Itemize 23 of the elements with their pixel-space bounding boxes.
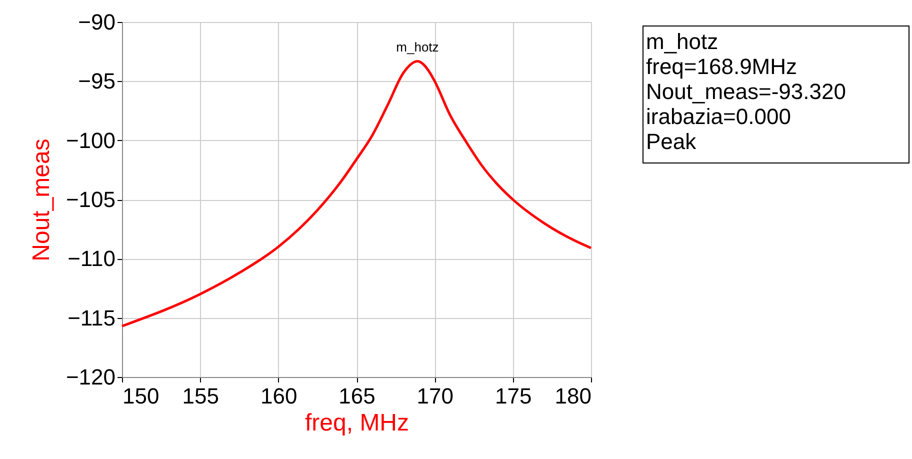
y-tick-label: −90 [78, 10, 116, 34]
x-tick-label: 155 [182, 384, 220, 408]
y-axis-title: Nout_meas [28, 138, 55, 262]
x-tick-label: 150 [122, 384, 160, 408]
line-series [120, 60, 592, 328]
x-tick-label: 180 [554, 384, 592, 408]
text: m_hotz [646, 29, 718, 54]
text: freq=168.9MHz [646, 54, 798, 79]
x-tick-label: 175 [494, 384, 532, 408]
y-tick-label: −120 [66, 364, 116, 390]
text: Peak [646, 129, 698, 154]
y-tick-label: −105 [66, 187, 116, 212]
x-tick-label: 160 [260, 384, 298, 408]
text: Nout_meas=-93.320 [646, 79, 846, 104]
x-axis-title: freq, MHz [304, 410, 410, 436]
y-tick-label: −110 [68, 246, 116, 272]
y-tick-label: −100 [66, 128, 116, 153]
x-tick-label: 165 [338, 384, 376, 408]
text: irabazia=0.000 [646, 104, 791, 129]
y-tick-label: −95 [78, 68, 116, 94]
x-tick-label: 170 [416, 384, 454, 408]
y-tick-label: −115 [68, 305, 116, 330]
annotation: m_hotz [396, 39, 439, 54]
